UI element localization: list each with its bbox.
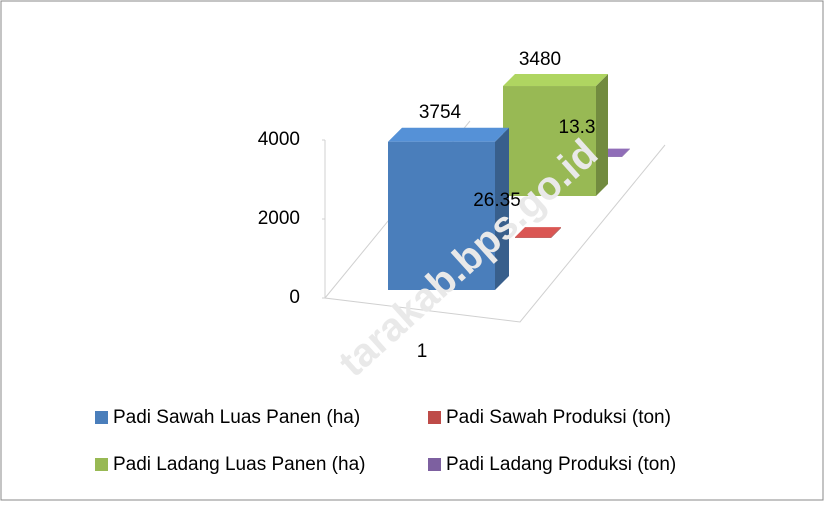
legend-swatch: [428, 411, 441, 424]
y-tick-label: 4000: [258, 129, 300, 150]
data-label: 3480: [519, 49, 561, 70]
legend-label: Padi Sawah Luas Panen (ha): [113, 407, 360, 428]
bar-top: [388, 128, 509, 142]
legend-swatch: [95, 458, 108, 471]
legend-label: Padi Ladang Luas Panen (ha): [113, 454, 365, 475]
legend-label: Padi Sawah Produksi (ton): [446, 407, 671, 428]
legend-swatch: [428, 458, 441, 471]
legend-label: Padi Ladang Produksi (ton): [446, 454, 676, 475]
bar-side: [596, 74, 608, 196]
bar-top: [503, 74, 608, 86]
data-label: 3754: [419, 102, 462, 123]
x-tick-label: 1: [417, 341, 428, 362]
y-tick-label: 0: [289, 287, 300, 308]
y-tick-label: 2000: [258, 208, 300, 229]
legend-swatch: [95, 411, 108, 424]
